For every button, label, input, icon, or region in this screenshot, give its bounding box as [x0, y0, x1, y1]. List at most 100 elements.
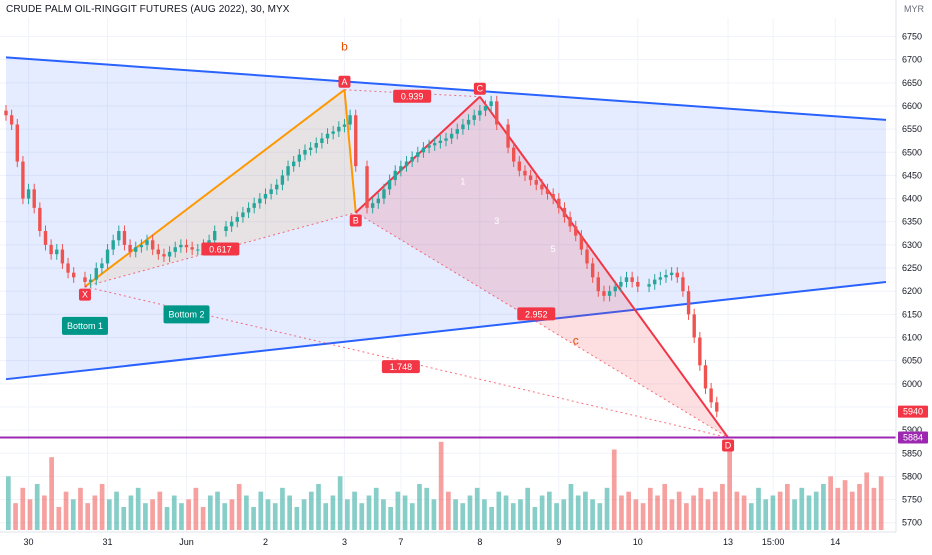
- x-tick-label: 15:00: [762, 537, 785, 547]
- channel-upper-line: [5, 56, 887, 121]
- volume-bar: [135, 487, 141, 530]
- volume-bar: [813, 491, 819, 530]
- candle-body: [619, 281, 623, 287]
- volume-bar: [482, 499, 487, 530]
- volume-bar: [244, 495, 249, 530]
- volume-bar: [727, 441, 732, 530]
- annotation-label: 3: [494, 216, 499, 226]
- volume-bar: [590, 499, 595, 530]
- volume-bar: [532, 507, 538, 530]
- candle-body: [512, 147, 516, 162]
- y-tick-label: 6600: [902, 101, 922, 111]
- candle-body: [348, 115, 352, 125]
- x-tick-label: Jun: [179, 537, 194, 547]
- volume-bar: [503, 495, 509, 530]
- volume-bar: [720, 484, 725, 530]
- candle-body: [162, 254, 166, 257]
- volume-bar: [359, 503, 365, 530]
- volume-bar: [42, 495, 47, 530]
- volume-bar: [6, 476, 11, 530]
- pattern-leg: [479, 96, 729, 439]
- pattern-leg: [343, 89, 357, 213]
- volume-bar: [785, 484, 790, 530]
- ratio-label-box: [201, 242, 240, 256]
- candle-body: [438, 140, 443, 144]
- ratio-label: 0.617: [209, 245, 232, 255]
- candle-body: [320, 138, 324, 144]
- ratio-label: 1.748: [390, 362, 413, 372]
- candle-body: [590, 263, 595, 278]
- annotation-label: Bottom 2: [168, 309, 204, 319]
- volume-bar: [301, 499, 307, 530]
- volume-bar: [179, 503, 184, 530]
- volume-bar: [409, 503, 415, 530]
- candle-body: [88, 279, 93, 282]
- candle-body: [354, 115, 358, 167]
- x-tick-label: 9: [556, 537, 561, 547]
- candle-body: [342, 124, 347, 127]
- candle-body: [568, 217, 572, 227]
- ratio-label-box: [517, 307, 556, 321]
- volume-bar: [604, 487, 610, 530]
- volume-bar: [777, 491, 783, 530]
- candle-body: [664, 275, 668, 278]
- volume-bar: [806, 495, 812, 530]
- candle-body: [376, 198, 380, 204]
- volume-bar: [78, 487, 83, 530]
- candle-body: [630, 277, 634, 282]
- candle-body: [303, 149, 307, 155]
- candle-body: [653, 279, 657, 285]
- candle-body: [455, 129, 459, 134]
- volume-bar: [402, 495, 408, 530]
- candle-body: [139, 244, 144, 248]
- pattern-point-X: X: [82, 290, 88, 300]
- volume-bar: [546, 491, 552, 530]
- annotation-label: 5: [551, 244, 556, 254]
- price-tag: 5940: [903, 407, 923, 417]
- y-tick-label: 6650: [902, 78, 922, 88]
- y-tick-label: 5700: [902, 518, 922, 528]
- volume-bar: [99, 484, 105, 530]
- volume-bar: [258, 491, 264, 530]
- candle-body: [4, 110, 8, 116]
- candle-body: [105, 249, 110, 264]
- candle-body: [607, 291, 612, 296]
- candle-body: [308, 147, 313, 150]
- candle-body: [43, 231, 48, 245]
- volume-bar: [748, 503, 754, 530]
- x-tick-label: 2: [263, 537, 268, 547]
- x-tick-label: 31: [103, 537, 113, 547]
- y-tick-label: 6300: [902, 240, 922, 250]
- volume-bar: [763, 499, 769, 530]
- y-tick-label: 6400: [902, 194, 922, 204]
- annotation-box: [61, 316, 108, 335]
- volume-bar: [446, 491, 451, 530]
- currency-label: MYR: [904, 4, 924, 14]
- candle-body: [506, 124, 510, 148]
- volume-bar: [489, 507, 494, 530]
- candle-body: [647, 284, 651, 287]
- volume-bar: [640, 503, 646, 530]
- candle-body: [715, 402, 719, 412]
- candle-body: [523, 170, 527, 176]
- candle-body: [478, 110, 482, 116]
- y-tick-label: 6750: [902, 32, 922, 42]
- volume-bar: [345, 499, 350, 530]
- y-tick-label: 6450: [902, 170, 922, 180]
- volume-bar: [647, 487, 653, 530]
- candle-body: [461, 124, 465, 130]
- y-tick-label: 6550: [902, 124, 922, 134]
- volume-bar: [561, 499, 567, 530]
- volume-bar: [835, 487, 841, 530]
- candle-body: [658, 277, 663, 280]
- candle-body: [370, 203, 375, 208]
- candle-body: [404, 161, 409, 167]
- ratio-label-box: [393, 89, 432, 103]
- volume-bar: [106, 499, 112, 530]
- candle-body: [393, 170, 397, 181]
- candle-body: [280, 175, 285, 185]
- volume-bar: [229, 499, 235, 530]
- volume-bar: [842, 480, 848, 530]
